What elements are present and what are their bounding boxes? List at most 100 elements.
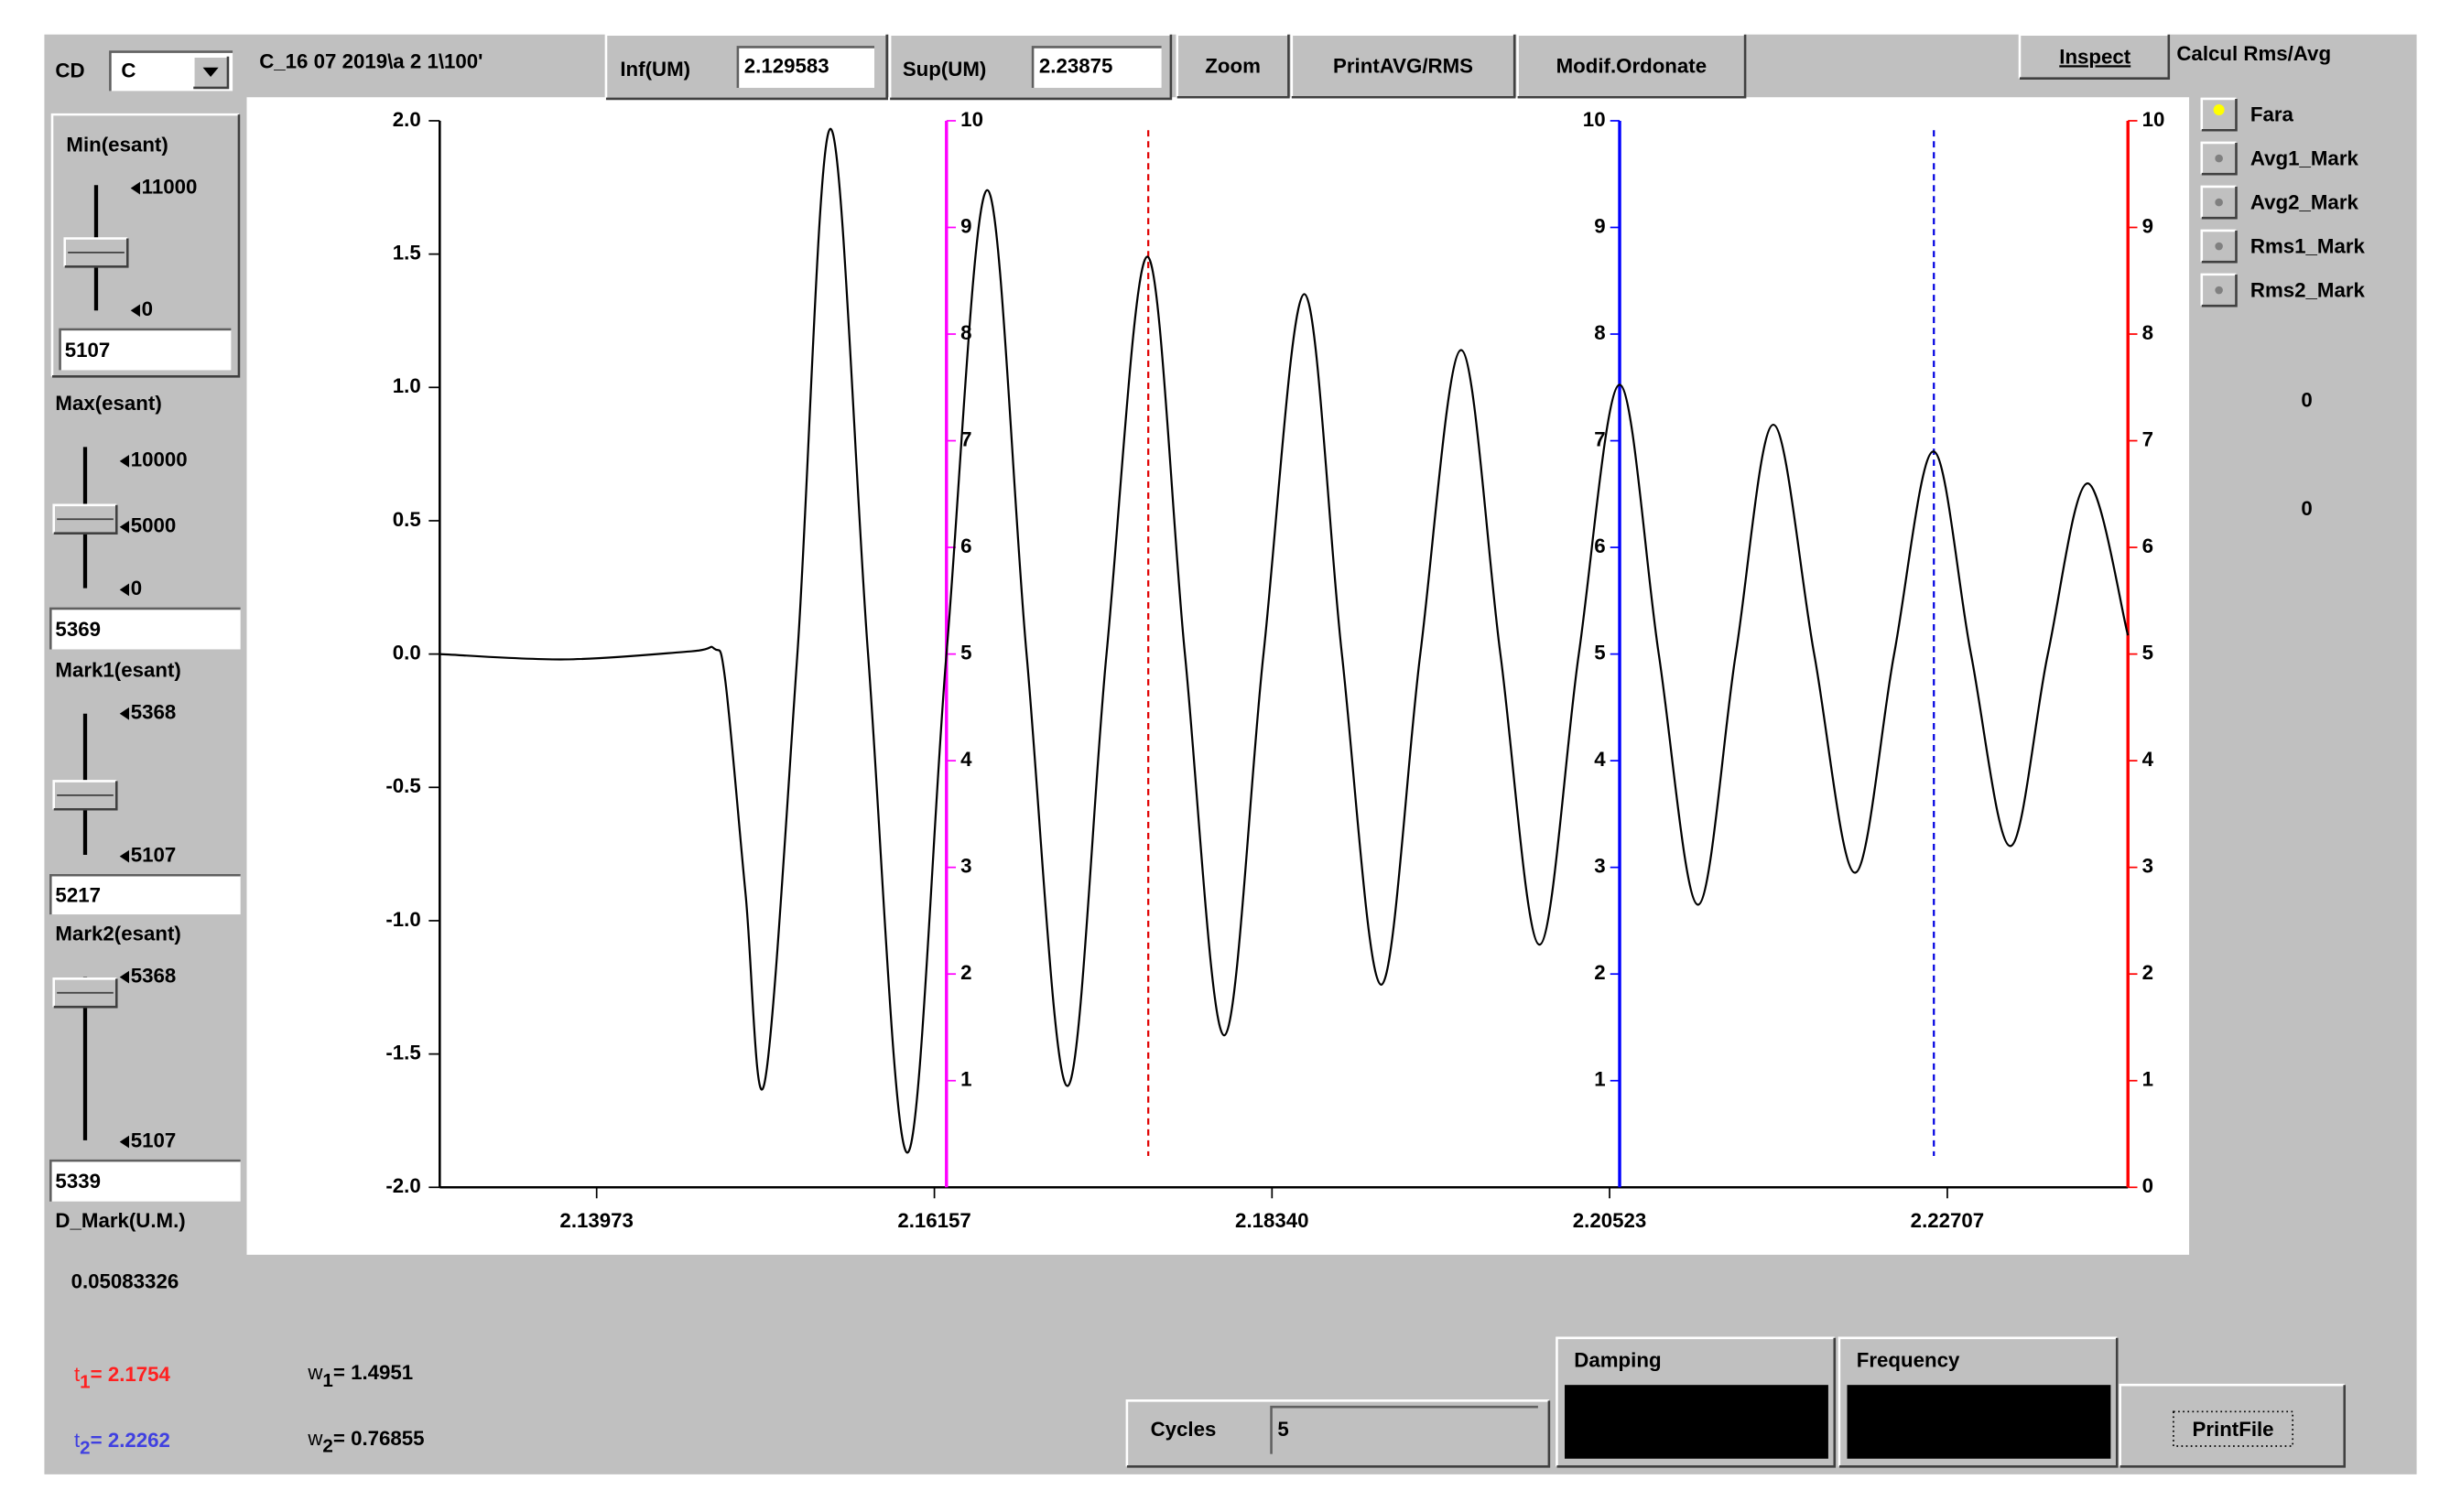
- y2-tick-label: 6: [2142, 535, 2153, 557]
- inf-label: Inf(UM): [620, 58, 690, 81]
- slider-tick-label: 11000: [142, 176, 198, 199]
- cd-dropdown[interactable]: [191, 55, 230, 90]
- y2-tick-label: 3: [2142, 855, 2153, 878]
- y-tick-label: -1.0: [385, 908, 420, 931]
- tick-arrow: [130, 304, 140, 318]
- x-tick-label: 2.16157: [897, 1209, 971, 1232]
- button-label: Modif.Ordonate: [1556, 55, 1708, 78]
- radio-button[interactable]: [2200, 229, 2238, 264]
- x-tick-label: 2.18340: [1235, 1209, 1309, 1232]
- radio-button-shadow: [2201, 98, 2238, 132]
- slider-tick-label: 5368: [131, 701, 177, 724]
- toolbar-button-light: [1176, 33, 1289, 98]
- toolbar-button[interactable]: Modif.Ordonate: [1516, 33, 1747, 99]
- slider-thumb[interactable]: [52, 977, 118, 1009]
- y2-tick-label: 9: [1594, 214, 1605, 237]
- radio-dot: [2215, 198, 2223, 207]
- frequency-panel-shadow: [1838, 1337, 2119, 1468]
- y2-tick-label: 2: [1594, 961, 1605, 984]
- sup-panel-shadow: [890, 34, 1173, 101]
- min-panel-shadow: [52, 114, 241, 378]
- cycles-panel-shadow: [1126, 1400, 1551, 1468]
- slider-tick-label: 5107: [131, 1129, 177, 1151]
- radio-button-shadow: [2201, 186, 2238, 220]
- cycles-panel-light: [1125, 1399, 1549, 1467]
- y-tick-label: 0.0: [393, 642, 421, 664]
- cd-value: C: [121, 59, 136, 82]
- readout-value: 2.1754: [108, 1363, 171, 1386]
- damping-panel-light: [1556, 1336, 1835, 1467]
- y2-tick-label: 8: [2142, 321, 2153, 344]
- frequency-display: [1847, 1385, 2111, 1459]
- slider-value-box: [50, 1161, 241, 1202]
- tick-arrow: [119, 707, 129, 720]
- toolbar-button[interactable]: PrintAVG/RMS: [1290, 33, 1516, 99]
- print-file-button-light: [2119, 1383, 2345, 1467]
- slider-thumb-shadow: [53, 504, 118, 535]
- toolbar-button-light: [1290, 33, 1515, 98]
- inspect-button-face: [2019, 34, 2169, 79]
- readout-eq: =: [333, 1427, 351, 1450]
- y2-tick-label: 1: [2142, 1068, 2153, 1091]
- toolbar-button-shadow: [1291, 34, 1516, 99]
- radio-button[interactable]: [2200, 273, 2238, 308]
- toolbar-button[interactable]: Zoom: [1176, 33, 1290, 99]
- toolbar-button-face: [1176, 34, 1289, 98]
- y2-tick-label: 7: [960, 427, 971, 450]
- inspect-label: Inspect: [2059, 45, 2131, 68]
- y2-tick-label: 6: [960, 535, 971, 557]
- tick-arrow: [119, 970, 129, 984]
- radio-button-shadow: [2201, 274, 2238, 308]
- print-file-button[interactable]: PrintFile: [2119, 1383, 2347, 1468]
- slider-label: Max(esant): [55, 392, 161, 415]
- chart-background: [246, 97, 2190, 1255]
- inf-box-edge: [736, 46, 874, 88]
- slider-thumb[interactable]: [63, 237, 129, 268]
- readout-value: 2.2262: [108, 1429, 170, 1452]
- rms-value: 0: [2301, 497, 2312, 520]
- y2-tick-label: 9: [2142, 214, 2153, 237]
- y2-tick-label: 2: [2142, 961, 2153, 984]
- slider-thumb[interactable]: [52, 503, 118, 535]
- file-path: C_16 07 2019\a 2 1\100': [259, 49, 482, 72]
- y2-tick-label: 5: [2142, 642, 2153, 664]
- frequency-value: 98.361: [1927, 1411, 1989, 1434]
- signal-line: [439, 127, 2130, 1154]
- slider-thumb-shadow: [64, 238, 129, 268]
- toolbar-button-face: [1291, 34, 1515, 98]
- slider-tick-label: 10000: [131, 448, 188, 471]
- radio-button[interactable]: [2200, 185, 2238, 220]
- readout-sub: 1: [322, 1370, 332, 1391]
- y2-tick-label: 7: [1594, 427, 1605, 450]
- toolbar-button-face: [1517, 34, 1746, 98]
- slider-label: Min(esant): [66, 133, 168, 156]
- cd-label: CD: [55, 59, 84, 82]
- toolbar-button-light: [1516, 33, 1746, 98]
- button-label: PrintAVG/RMS: [1333, 55, 1473, 78]
- d-mark-label: D_Mark(U.M.): [55, 1209, 185, 1232]
- tick-arrow: [119, 454, 129, 468]
- y2-tick-label: 10: [960, 108, 983, 131]
- radio-button[interactable]: [2200, 141, 2238, 176]
- slider-value: 5369: [55, 618, 101, 641]
- cycles-box: [1271, 1407, 1538, 1454]
- slider-thumb[interactable]: [52, 780, 118, 811]
- inspect-button[interactable]: Inspect: [2018, 33, 2171, 80]
- radio-button[interactable]: [2200, 97, 2238, 132]
- inspect-button-shadow: [2019, 34, 2171, 80]
- damping-label: Damping: [1574, 1348, 1661, 1371]
- radio-label: Avg1_Mark: [2250, 147, 2359, 170]
- slider-tick-label: 0: [131, 577, 142, 599]
- print-file-button-face: [2119, 1385, 2345, 1467]
- sup-panel-light: [888, 33, 1171, 99]
- sup-box-edge: [1031, 46, 1162, 88]
- slider-label: Mark2(esant): [55, 922, 180, 945]
- x-tick-label: 2.20523: [1573, 1209, 1647, 1232]
- radio-dot: [2215, 154, 2223, 163]
- slider-thumb-shadow: [53, 978, 118, 1009]
- y-tick-label: 1.0: [393, 374, 421, 397]
- slider-thumb-light: [52, 503, 117, 534]
- readout-name: w: [307, 1361, 323, 1384]
- y2-tick-label: 9: [960, 214, 971, 237]
